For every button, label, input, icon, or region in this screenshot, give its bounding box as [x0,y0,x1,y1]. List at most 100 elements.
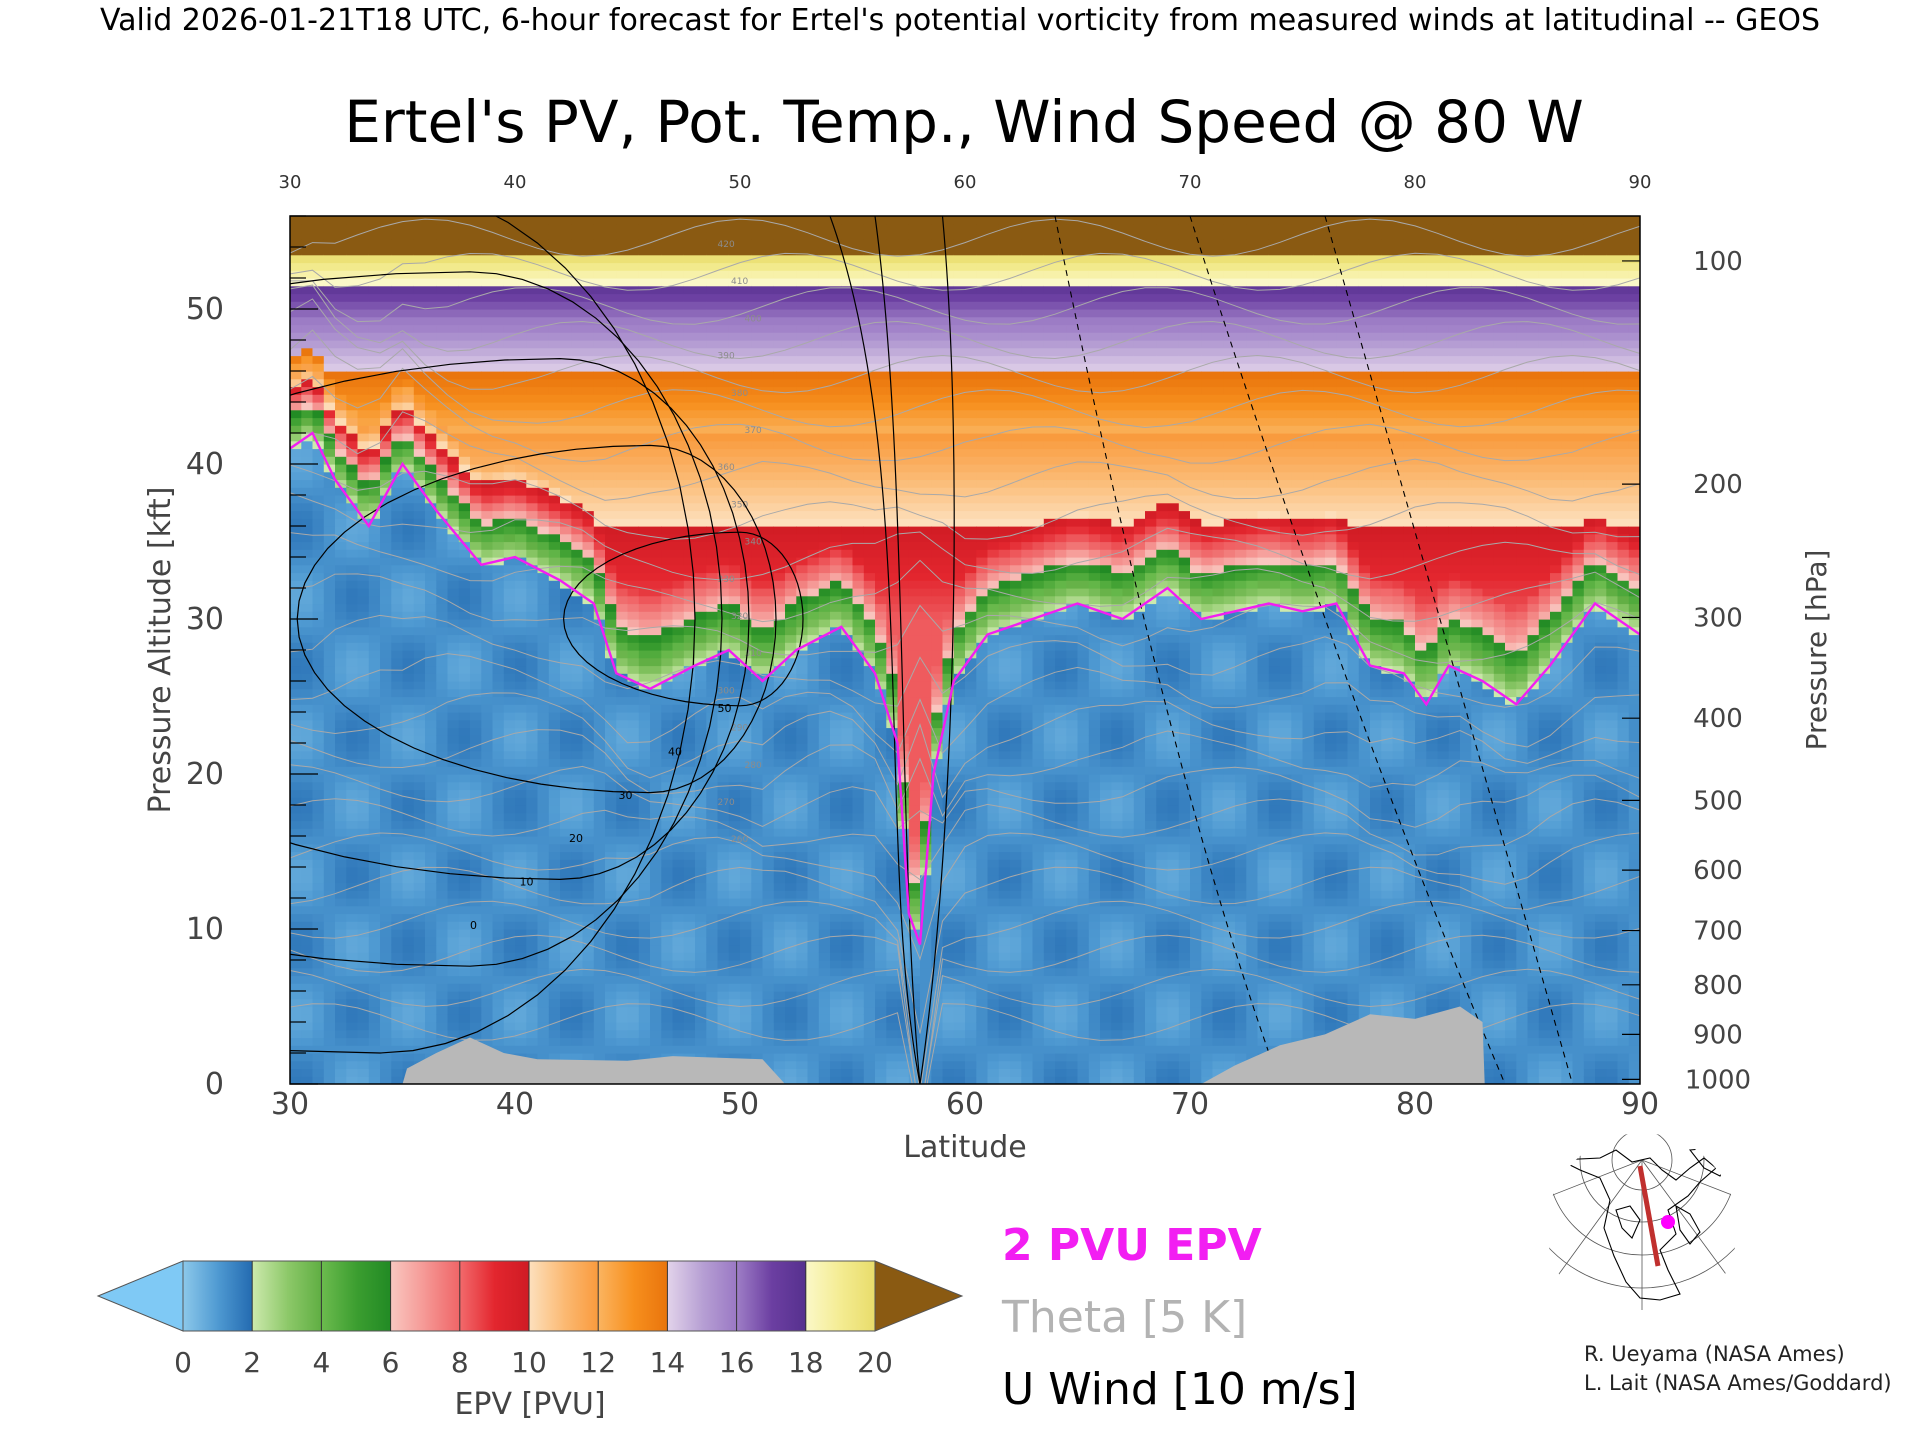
pv-cell [436,696,449,705]
pv-cell [470,665,482,674]
pv-cell [616,216,629,225]
pv-cell [458,518,471,527]
pv-cell [582,510,595,519]
pv-cell [425,688,437,698]
pv-cell [616,735,629,744]
pv-cell [481,673,494,682]
pv-cell [301,758,314,767]
pv-cell [773,758,786,767]
pv-cell [290,944,302,953]
pv-cell [627,262,640,271]
pv-cell [773,425,786,434]
pv-cell [773,549,786,558]
pv-cell [582,526,595,535]
pv-cell [773,324,786,333]
pv-cell [773,727,786,736]
pv-cell [380,743,392,752]
pv-cell [481,510,494,519]
pv-cell [323,588,336,597]
pv-cell [605,347,617,357]
pv-cell [638,564,651,574]
pv-cell [785,634,797,643]
pv-cell [346,1045,359,1054]
pv-cell [481,882,494,891]
pv-cell [706,394,719,403]
pv-cell [560,983,572,992]
pv-cell [773,293,786,302]
pv-cell [290,874,302,884]
pv-cell [526,991,539,1000]
pv-cell [638,626,651,636]
pv-cell [661,456,674,465]
pv-cell [470,239,482,248]
pv-cell [548,712,561,721]
pv-cell [515,487,527,496]
pv-cell [762,495,775,504]
pv-cell [391,402,404,411]
pv-cell [458,944,471,953]
pv-cell [312,595,325,605]
pv-cell [470,905,482,915]
pv-cell [627,595,640,605]
pv-cell [481,766,494,775]
pv-cell [728,1022,741,1031]
pv-cell [503,495,516,504]
pv-cell [323,626,336,636]
pv-cell [368,254,381,264]
pv-cell [380,1022,392,1031]
pv-cell [290,921,302,930]
pv-cell [638,650,651,659]
pv-cell [740,766,752,775]
pv-cell [425,743,437,752]
pv-cell [627,417,640,426]
pv-cell [413,301,426,310]
pv-cell [436,704,449,713]
pv-cell [458,727,471,736]
pv-cell [492,975,505,984]
pv-cell [683,905,696,915]
pv-cell [717,332,730,341]
pv-cell [425,541,437,550]
pv-cell [323,254,336,264]
pv-cell [335,626,347,636]
pv-cell [368,402,381,411]
pv-cell [560,1014,572,1023]
pv-cell [537,712,550,721]
pv-cell [346,890,359,899]
pv-cell [481,712,494,721]
pv-cell [312,921,325,930]
pv-cell [773,743,786,752]
pv-cell [672,270,685,279]
pv-cell [548,665,561,674]
pv-cell [560,301,572,310]
pv-cell [503,316,516,326]
pv-cell [593,464,606,473]
pv-cell [436,448,449,457]
pv-cell [290,417,302,426]
pv-cell [357,270,370,279]
pv-cell [447,471,460,481]
pv-cell [503,254,516,264]
pv-cell [605,324,617,333]
pv-cell [661,495,674,504]
pv-cell [762,239,775,248]
pv-cell [323,1022,336,1031]
pv-cell [773,681,786,690]
pv-cell [717,285,730,295]
pv-cell [515,603,527,612]
pv-cell [368,518,381,527]
pv-cell [706,619,719,628]
pv-cell [458,1014,471,1023]
pv-cell [560,247,572,256]
pv-cell [650,448,662,457]
pv-cell [380,1068,392,1077]
pv-cell [301,859,314,868]
pv-cell [683,983,696,992]
pv-cell [560,673,572,682]
pv-cell [593,859,606,868]
pv-cell [627,309,640,318]
pv-cell [323,642,336,651]
pv-cell [503,425,516,434]
pv-cell [335,642,347,651]
pv-cell [290,239,302,248]
